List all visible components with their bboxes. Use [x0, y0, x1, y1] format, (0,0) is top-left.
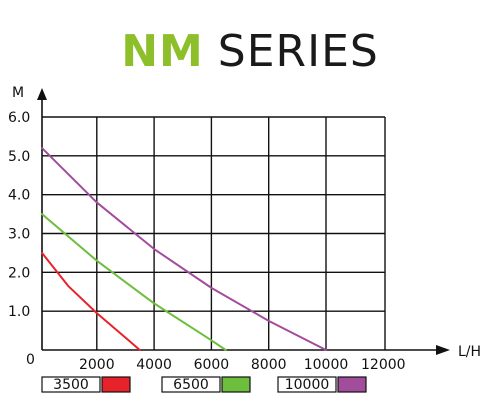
title-accent: NM [121, 26, 204, 77]
x-tick-label: 4000 [136, 357, 172, 373]
chart-title: NM SERIES [0, 20, 500, 84]
legend-swatch [337, 376, 367, 393]
x-tick-label: 6000 [194, 357, 230, 373]
y-axis-arrow [37, 88, 47, 100]
legend: 3500 6500 10000 [41, 376, 367, 393]
legend-label-box [161, 376, 221, 393]
y-tick-label: 1.0 [8, 304, 30, 320]
y-tick-label: 6.0 [8, 110, 30, 126]
y-tick-label: 4.0 [8, 188, 30, 204]
legend-label: 3500 [53, 377, 89, 393]
legend-swatch [221, 376, 251, 393]
legend-label-box [41, 376, 101, 393]
series-line-10000 [41, 147, 327, 351]
series-lines [41, 147, 327, 351]
series-line-3500 [41, 251, 141, 351]
x-axis-label: L/H [458, 344, 481, 360]
title-rest: SERIES [217, 26, 379, 77]
x-tick-label: 8000 [251, 357, 287, 373]
series-line-6500 [41, 213, 227, 351]
axes [37, 88, 450, 355]
y-tick-label: 3.0 [8, 227, 30, 243]
x-tick-label: 12000 [361, 357, 406, 373]
y-tick-label: 5.0 [8, 149, 30, 165]
y-tick-label: 2.0 [8, 265, 30, 281]
tick-labels: M L/H 0 1.0 2.0 3.0 4.0 5.0 6.0 2000 4000 6000 8000 1… [8, 85, 481, 373]
x-tick-label: 10000 [304, 357, 349, 373]
x-tick-label: 2000 [79, 357, 115, 373]
x-axis-arrow [436, 345, 450, 355]
y-tick-label: 0 [26, 352, 35, 368]
legend-label: 6500 [173, 377, 209, 393]
legend-swatch [101, 376, 131, 393]
legend-label: 10000 [285, 377, 330, 393]
y-axis-label: M [12, 85, 24, 101]
legend-label-box [277, 376, 337, 393]
grid [42, 116, 386, 350]
